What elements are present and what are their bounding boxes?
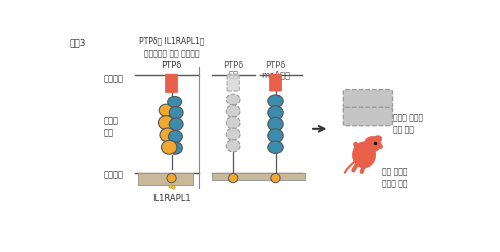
FancyBboxPatch shape: [344, 89, 392, 108]
Ellipse shape: [374, 136, 382, 142]
Text: IL1RAPL1: IL1RAPL1: [152, 194, 191, 203]
FancyBboxPatch shape: [166, 74, 177, 93]
Ellipse shape: [268, 117, 283, 131]
Ellipse shape: [160, 128, 176, 142]
Text: PTPδ: PTPδ: [266, 61, 285, 70]
Ellipse shape: [168, 130, 182, 143]
Ellipse shape: [352, 142, 376, 168]
Text: 전시낵스: 전시낵스: [104, 74, 124, 83]
Text: 그림3: 그림3: [70, 38, 86, 47]
Ellipse shape: [376, 144, 382, 149]
Bar: [138, 173, 193, 185]
Ellipse shape: [228, 173, 238, 183]
Bar: [212, 173, 305, 180]
Ellipse shape: [268, 141, 283, 153]
Text: meA결손: meA결손: [261, 70, 290, 79]
Ellipse shape: [268, 129, 283, 143]
Ellipse shape: [168, 142, 182, 154]
Ellipse shape: [162, 140, 177, 154]
Ellipse shape: [271, 173, 280, 183]
Ellipse shape: [364, 137, 381, 152]
FancyBboxPatch shape: [227, 74, 239, 91]
Ellipse shape: [268, 95, 283, 107]
FancyBboxPatch shape: [270, 74, 281, 91]
Ellipse shape: [226, 105, 240, 117]
FancyBboxPatch shape: [344, 107, 392, 126]
Text: PTPδ: PTPδ: [223, 61, 244, 70]
Text: 후시낵스: 후시낵스: [104, 171, 124, 179]
Ellipse shape: [169, 118, 183, 130]
Text: 시낵스
간극: 시낵스 간극: [104, 116, 119, 137]
Text: PTPδ와 IL1RAPL1의
시낵스에서 정상 상호작용: PTPδ와 IL1RAPL1의 시낵스에서 정상 상호작용: [139, 36, 204, 58]
Ellipse shape: [168, 97, 181, 107]
Ellipse shape: [158, 116, 174, 130]
Text: PTPδ: PTPδ: [162, 61, 182, 70]
Ellipse shape: [268, 106, 283, 119]
Text: 시낵스 구조와
기능 이상: 시낵스 구조와 기능 이상: [394, 113, 424, 134]
Ellipse shape: [226, 140, 240, 152]
Ellipse shape: [226, 94, 240, 105]
Text: 결손: 결손: [228, 70, 238, 79]
Ellipse shape: [159, 104, 173, 116]
Text: 수면 감소와
비정상 뇌파: 수면 감소와 비정상 뇌파: [382, 167, 407, 188]
Ellipse shape: [169, 107, 183, 119]
Ellipse shape: [167, 173, 176, 183]
Ellipse shape: [226, 116, 240, 129]
Ellipse shape: [226, 128, 240, 140]
